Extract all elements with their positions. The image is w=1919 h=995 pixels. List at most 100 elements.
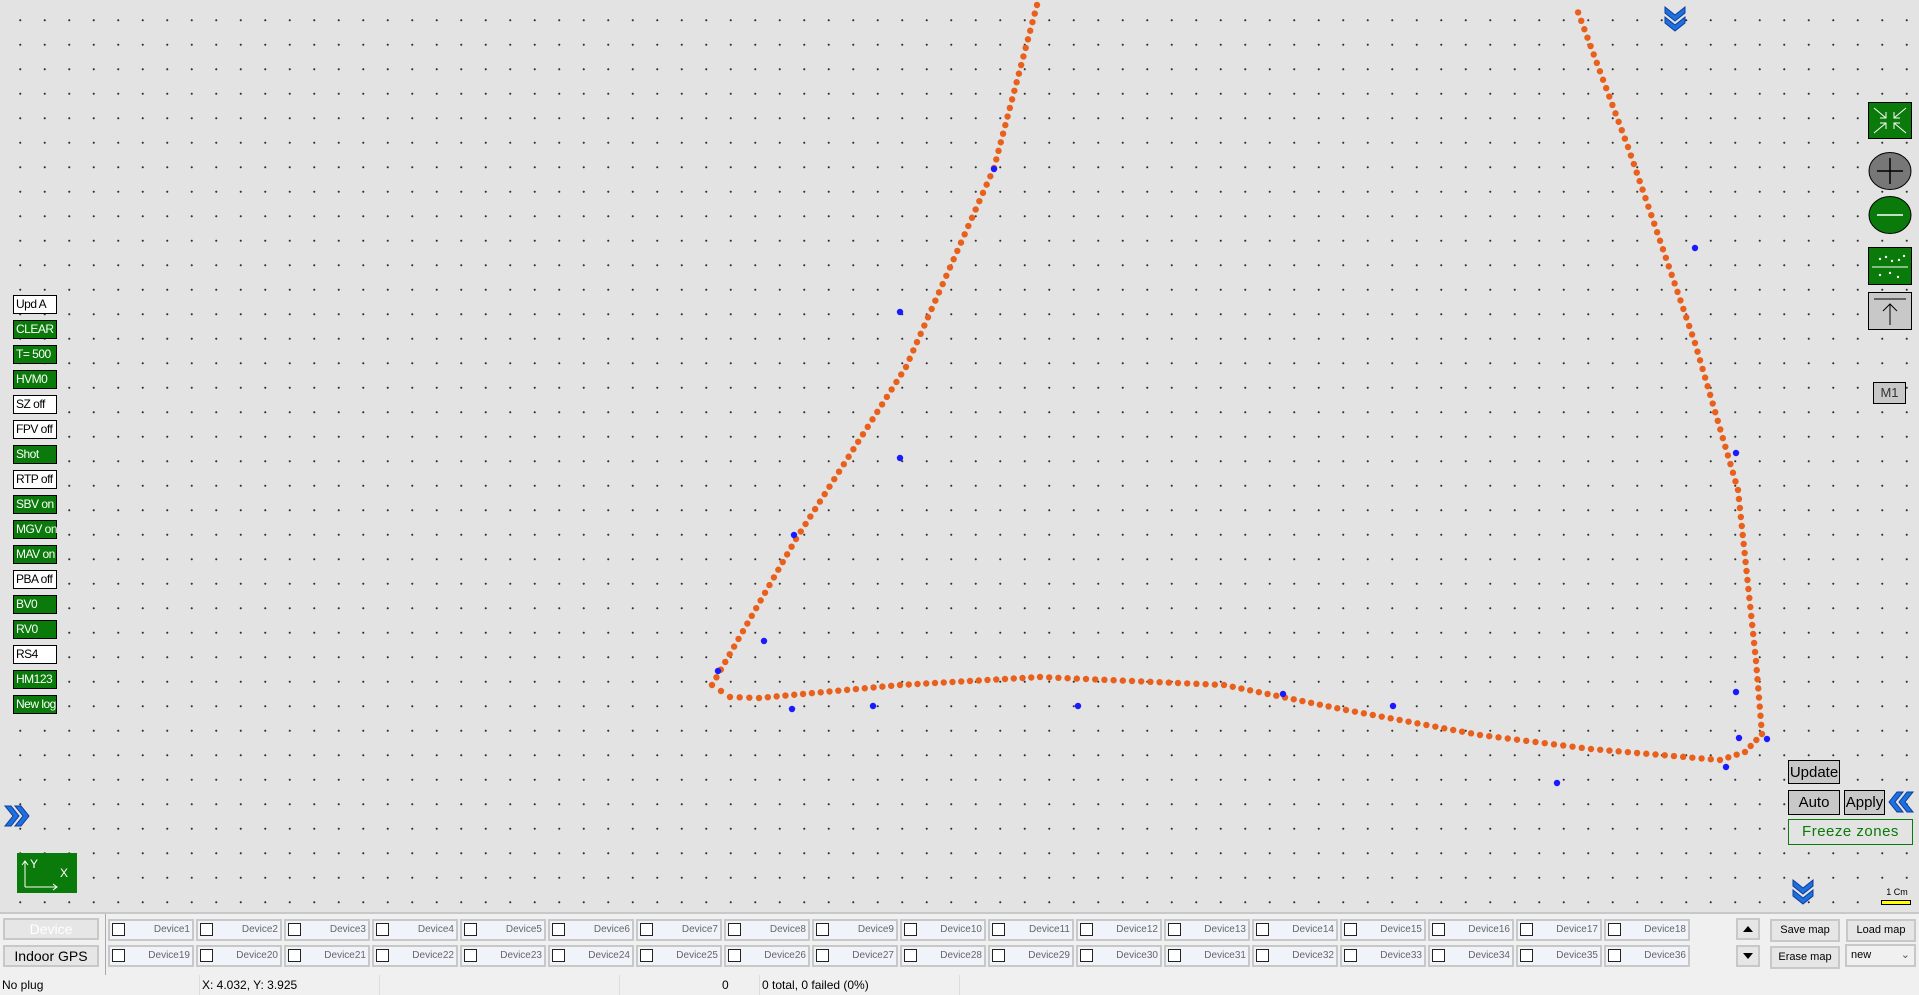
device-item[interactable]: Device20 (196, 945, 282, 967)
device-checkbox[interactable] (1080, 949, 1093, 962)
device-checkbox[interactable] (1432, 923, 1445, 936)
m1-button[interactable]: M1 (1873, 382, 1906, 404)
indoor-gps-button[interactable]: Indoor GPS (3, 945, 99, 967)
auto-button[interactable]: Auto (1788, 790, 1840, 815)
toolbar-button-new-log[interactable]: New log (13, 695, 57, 714)
device-checkbox[interactable] (1256, 949, 1269, 962)
device-item[interactable]: Device29 (988, 945, 1074, 967)
device-item[interactable]: Device24 (548, 945, 634, 967)
map-select[interactable]: new ⌄ (1845, 944, 1916, 967)
toolbar-button-shot[interactable]: Shot (13, 445, 57, 464)
chevron-down-icon[interactable] (1790, 877, 1816, 907)
scroll-up-button[interactable] (1736, 918, 1760, 940)
toolbar-button-bv0[interactable]: BV0 (13, 595, 57, 614)
chevron-right-icon[interactable] (2, 803, 32, 829)
device-checkbox[interactable] (288, 949, 301, 962)
zoom-in-icon[interactable] (1868, 152, 1912, 190)
device-item[interactable]: Device15 (1340, 919, 1426, 941)
device-item[interactable]: Device33 (1340, 945, 1426, 967)
device-item[interactable]: Device5 (460, 919, 546, 941)
toolbar-button-rtp-off[interactable]: RTP off (13, 470, 57, 489)
toolbar-button-upd-a[interactable]: Upd A (13, 295, 57, 314)
device-checkbox[interactable] (112, 923, 125, 936)
device-item[interactable]: Device23 (460, 945, 546, 967)
zoom-out-icon[interactable] (1868, 196, 1912, 234)
toolbar-button-sbv-on[interactable]: SBV on (13, 495, 57, 514)
toolbar-button-fpv-off[interactable]: FPV off (13, 420, 57, 439)
device-item[interactable]: Device32 (1252, 945, 1338, 967)
device-checkbox[interactable] (552, 923, 565, 936)
device-item[interactable]: Device18 (1604, 919, 1690, 941)
device-checkbox[interactable] (552, 949, 565, 962)
device-item[interactable]: Device8 (724, 919, 810, 941)
device-checkbox[interactable] (992, 949, 1005, 962)
device-checkbox[interactable] (1520, 949, 1533, 962)
map-canvas[interactable]: Upd A CLEAR T= 500 HVM0 SZ off FPV off Shot RTP… (0, 0, 1919, 912)
device-item[interactable]: Device17 (1516, 919, 1602, 941)
device-item[interactable]: Device4 (372, 919, 458, 941)
save-map-button[interactable]: Save map (1770, 919, 1840, 942)
toolbar-button-mav-on[interactable]: MAV on (13, 545, 57, 564)
toolbar-button-t-500[interactable]: T= 500 (13, 345, 57, 364)
toolbar-button-hm123[interactable]: HM123 (13, 670, 57, 689)
device-item[interactable]: Device1 (108, 919, 194, 941)
device-item[interactable]: Device30 (1076, 945, 1162, 967)
device-checkbox[interactable] (1520, 923, 1533, 936)
device-checkbox[interactable] (376, 949, 389, 962)
device-checkbox[interactable] (1080, 923, 1093, 936)
device-checkbox[interactable] (904, 923, 917, 936)
device-checkbox[interactable] (464, 949, 477, 962)
device-button[interactable]: Device (3, 918, 99, 940)
device-item[interactable]: Device27 (812, 945, 898, 967)
load-map-button[interactable]: Load map (1846, 919, 1916, 942)
device-checkbox[interactable] (816, 923, 829, 936)
device-checkbox[interactable] (200, 949, 213, 962)
freeze-zones-button[interactable]: Freeze zones (1788, 819, 1913, 845)
toolbar-button-clear[interactable]: CLEAR (13, 320, 57, 339)
device-item[interactable]: Device7 (636, 919, 722, 941)
device-item[interactable]: Device13 (1164, 919, 1250, 941)
device-item[interactable]: Device31 (1164, 945, 1250, 967)
update-button[interactable]: Update (1788, 760, 1840, 784)
device-item[interactable]: Device10 (900, 919, 986, 941)
device-checkbox[interactable] (376, 923, 389, 936)
device-item[interactable]: Device19 (108, 945, 194, 967)
device-checkbox[interactable] (1608, 923, 1621, 936)
device-item[interactable]: Device28 (900, 945, 986, 967)
device-item[interactable]: Device25 (636, 945, 722, 967)
device-checkbox[interactable] (640, 923, 653, 936)
device-item[interactable]: Device14 (1252, 919, 1338, 941)
device-item[interactable]: Device16 (1428, 919, 1514, 941)
device-checkbox[interactable] (728, 923, 741, 936)
device-checkbox[interactable] (200, 923, 213, 936)
device-checkbox[interactable] (1344, 949, 1357, 962)
device-item[interactable]: Device3 (284, 919, 370, 941)
device-checkbox[interactable] (1168, 923, 1181, 936)
device-item[interactable]: Device2 (196, 919, 282, 941)
device-checkbox[interactable] (640, 949, 653, 962)
compress-arrows-icon[interactable] (1868, 102, 1912, 139)
device-item[interactable]: Device6 (548, 919, 634, 941)
toolbar-button-pba-off[interactable]: PBA off (13, 570, 57, 589)
device-item[interactable]: Device9 (812, 919, 898, 941)
chevron-down-icon[interactable] (1662, 4, 1688, 34)
device-checkbox[interactable] (904, 949, 917, 962)
erase-map-button[interactable]: Erase map (1770, 946, 1840, 969)
toolbar-button-sz-off[interactable]: SZ off (13, 395, 57, 414)
toolbar-button-rv0[interactable]: RV0 (13, 620, 57, 639)
device-checkbox[interactable] (112, 949, 125, 962)
device-item[interactable]: Device22 (372, 945, 458, 967)
device-checkbox[interactable] (1344, 923, 1357, 936)
device-item[interactable]: Device34 (1428, 945, 1514, 967)
device-item[interactable]: Device35 (1516, 945, 1602, 967)
apply-button[interactable]: Apply (1844, 790, 1885, 815)
device-checkbox[interactable] (1256, 923, 1269, 936)
device-checkbox[interactable] (816, 949, 829, 962)
device-item[interactable]: Device21 (284, 945, 370, 967)
device-checkbox[interactable] (464, 923, 477, 936)
device-checkbox[interactable] (1432, 949, 1445, 962)
scatter-icon[interactable] (1868, 247, 1912, 285)
arrow-up-icon[interactable] (1868, 292, 1912, 330)
device-checkbox[interactable] (728, 949, 741, 962)
device-checkbox[interactable] (288, 923, 301, 936)
